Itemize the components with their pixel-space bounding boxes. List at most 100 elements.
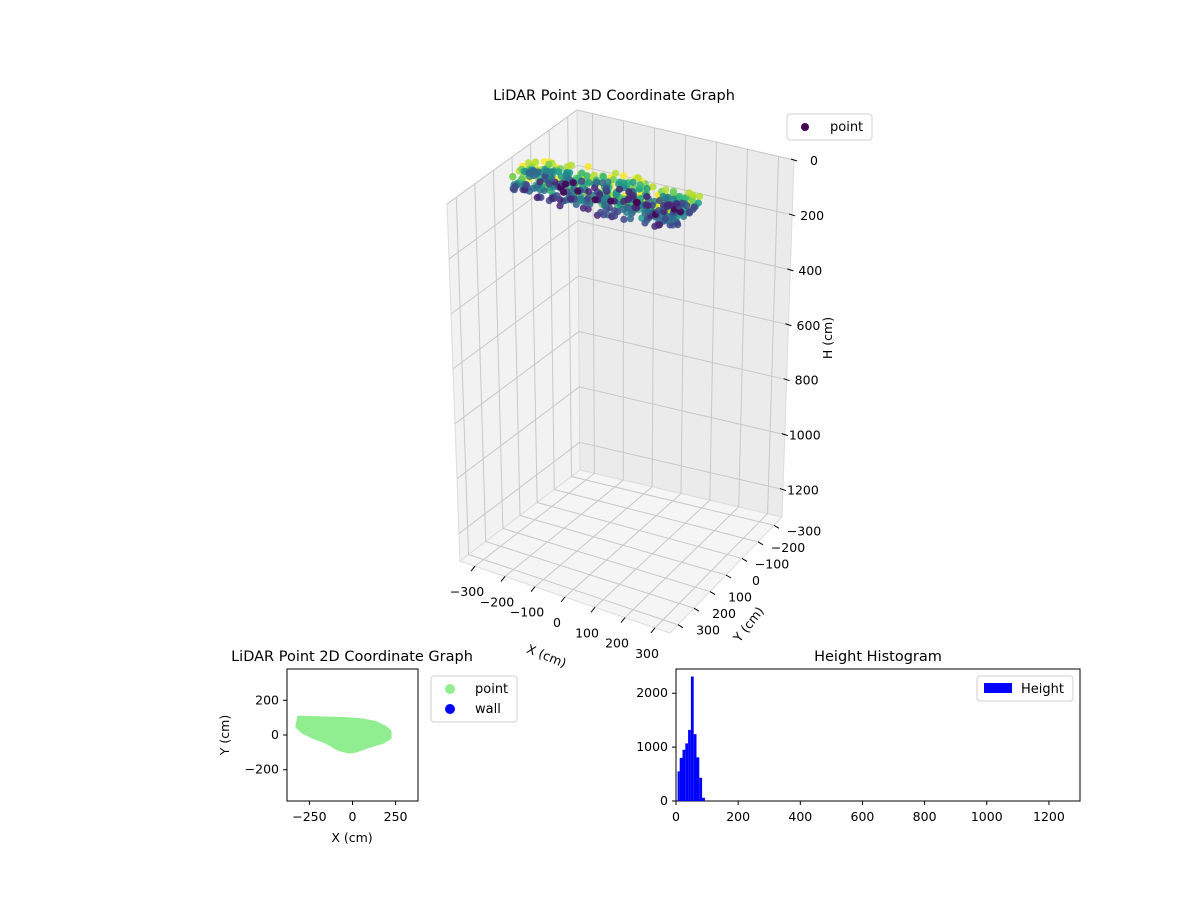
point-3d bbox=[585, 163, 592, 170]
point-3d bbox=[574, 188, 581, 195]
point-3d bbox=[562, 181, 569, 188]
h-tick-label-3d: 200 bbox=[800, 208, 824, 223]
y-tick-label-hist: 2000 bbox=[636, 685, 668, 700]
point-3d bbox=[612, 170, 619, 177]
x-tick-label-3d: −100 bbox=[510, 605, 544, 620]
hist-bar bbox=[697, 757, 700, 801]
y-tick-label-3d: −100 bbox=[755, 556, 789, 571]
x-tick-label-hist: 1000 bbox=[971, 809, 1003, 824]
y-tick-label-2d: 0 bbox=[271, 727, 279, 742]
x-tick-label-hist: 1200 bbox=[1033, 809, 1065, 824]
hist-bar bbox=[694, 734, 697, 801]
x-tick-label-hist: 400 bbox=[788, 809, 812, 824]
chart-hist-title: Height Histogram bbox=[814, 649, 942, 665]
legend-3d: point bbox=[787, 114, 872, 140]
x-tick-3d bbox=[591, 607, 595, 612]
point-3d bbox=[534, 194, 541, 201]
point-3d bbox=[625, 188, 632, 195]
hist-bar bbox=[699, 778, 702, 801]
h-tick-label-3d: 600 bbox=[797, 318, 821, 333]
hist-bar bbox=[683, 750, 686, 801]
legend-2d-marker-wall bbox=[445, 704, 455, 714]
chart-2d-title: LiDAR Point 2D Coordinate Graph bbox=[231, 649, 473, 665]
point-3d bbox=[523, 181, 530, 188]
point-3d bbox=[643, 185, 650, 192]
hist-bar bbox=[691, 677, 694, 802]
x-tick-3d bbox=[531, 587, 535, 592]
point-3d bbox=[685, 189, 692, 196]
x-tick-label-3d: 100 bbox=[575, 625, 599, 640]
point-3d bbox=[691, 204, 698, 211]
legend-hist-label: Height bbox=[1021, 682, 1064, 697]
point-3d bbox=[536, 178, 543, 185]
point-3d bbox=[616, 186, 623, 193]
point-3d bbox=[656, 221, 663, 228]
point-3d bbox=[607, 198, 614, 205]
point-3d bbox=[563, 171, 570, 178]
x-tick-3d bbox=[471, 566, 475, 571]
y-tick-3d bbox=[678, 625, 683, 628]
point-3d bbox=[570, 179, 577, 186]
point-3d bbox=[545, 161, 552, 168]
x-tick-label-2d: 0 bbox=[349, 809, 357, 824]
point-3d bbox=[509, 173, 516, 180]
legend-3d-marker bbox=[801, 123, 809, 131]
point-3d bbox=[664, 201, 671, 208]
legend-2d-marker-point bbox=[445, 684, 455, 694]
chart-2d: −250 0 250 −200 0 200 LiDAR Point 2D Coordina… bbox=[217, 649, 517, 845]
point-3d bbox=[623, 204, 630, 211]
x-tick-3d bbox=[501, 576, 505, 581]
point-3d bbox=[696, 193, 703, 200]
x-tick-label-3d: 200 bbox=[605, 636, 629, 651]
point-3d bbox=[673, 200, 680, 207]
point-3d bbox=[629, 179, 636, 186]
point-3d bbox=[596, 191, 603, 198]
point-3d bbox=[568, 162, 575, 169]
hist-bar bbox=[685, 743, 688, 801]
hist-bar bbox=[680, 758, 683, 801]
y-tick-3d bbox=[710, 592, 715, 595]
hist-bar bbox=[702, 798, 705, 801]
x-tick-label-hist: 0 bbox=[672, 809, 680, 824]
point-3d bbox=[578, 178, 585, 185]
y-tick-3d bbox=[694, 608, 699, 611]
y-tick-label-2d: −200 bbox=[245, 762, 279, 777]
x-tick-label-2d: 250 bbox=[384, 809, 408, 824]
point-3d bbox=[578, 169, 585, 176]
x-tick-label-3d: 0 bbox=[553, 615, 561, 630]
y-tick-label-3d: −300 bbox=[787, 523, 821, 538]
x-tick-label-2d: −250 bbox=[292, 809, 326, 824]
point-3d bbox=[548, 168, 555, 175]
point-3d bbox=[662, 215, 669, 222]
point-3d bbox=[511, 183, 518, 190]
h-tick-label-3d: 1200 bbox=[787, 483, 819, 498]
y-tick-label-2d: 200 bbox=[255, 692, 279, 707]
y-tick-label-hist: 0 bbox=[660, 793, 668, 808]
x-tick-label-hist: 800 bbox=[913, 809, 937, 824]
point-3d bbox=[567, 195, 574, 202]
h-tick-label-3d: 1000 bbox=[789, 428, 821, 443]
y-tick-label-3d: 200 bbox=[712, 606, 736, 621]
point-3d bbox=[662, 186, 669, 193]
point-3d bbox=[597, 209, 604, 216]
point-3d bbox=[532, 158, 539, 165]
point-3d bbox=[634, 199, 641, 206]
legend-3d-label: point bbox=[830, 120, 863, 135]
point-3d bbox=[636, 181, 643, 188]
y-tick-3d bbox=[742, 558, 747, 561]
point-3d bbox=[620, 172, 627, 179]
point-3d bbox=[616, 179, 623, 186]
h-tick-label-3d: 0 bbox=[810, 153, 818, 168]
hist-bar bbox=[678, 771, 680, 801]
point-3d bbox=[602, 186, 609, 193]
point-3d bbox=[599, 179, 606, 186]
point-3d bbox=[584, 195, 591, 202]
legend-hist-swatch bbox=[984, 683, 1012, 693]
y-tick-3d bbox=[774, 525, 779, 528]
legend-2d: point wall bbox=[431, 676, 517, 722]
point-3d bbox=[620, 216, 627, 223]
y-tick-label-3d: 0 bbox=[752, 573, 760, 588]
x-axis-label-2d: X (cm) bbox=[331, 830, 372, 845]
